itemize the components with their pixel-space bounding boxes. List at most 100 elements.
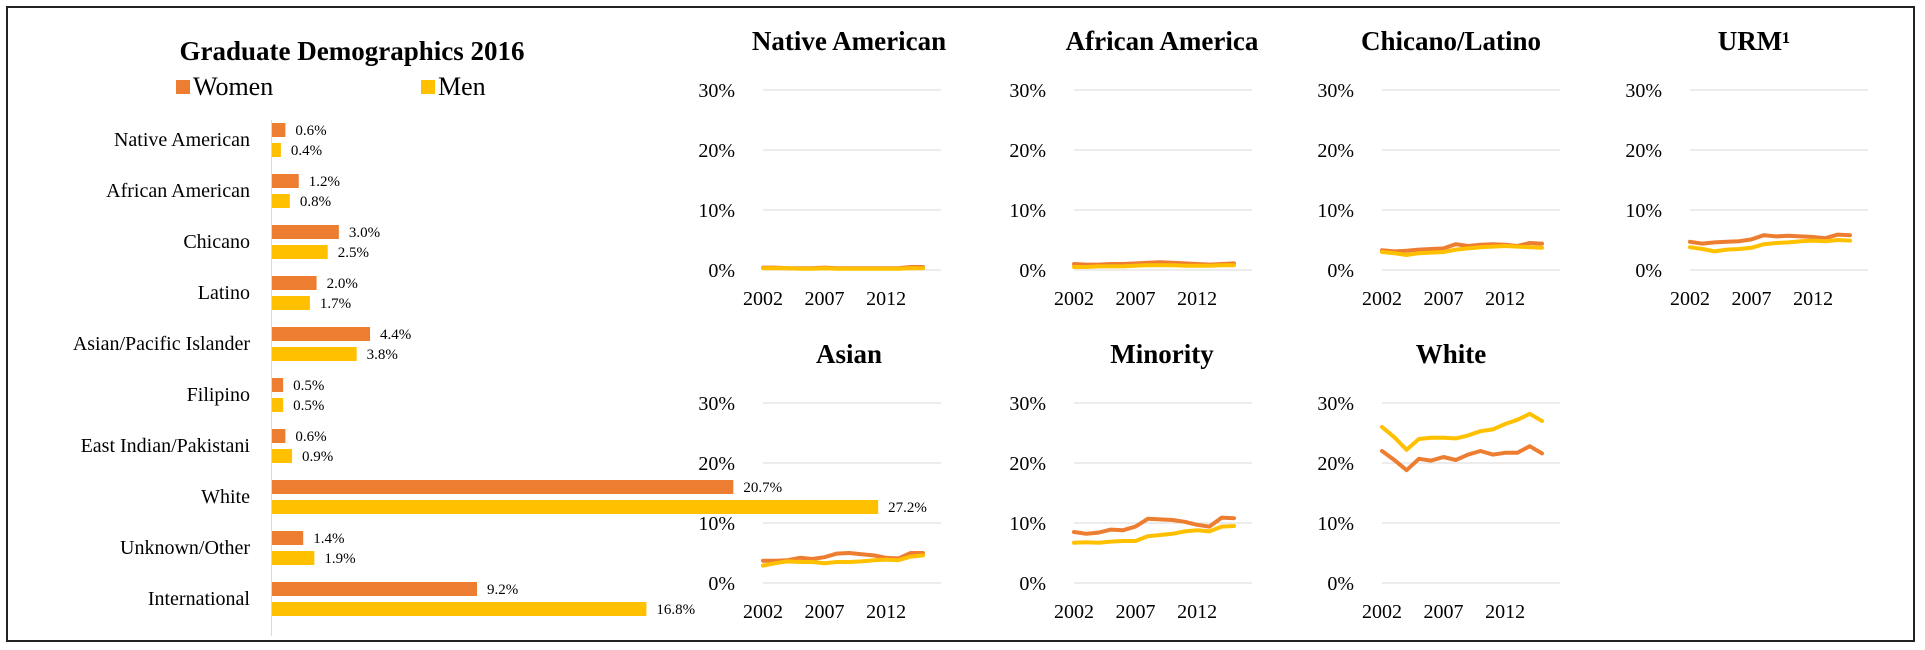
data-label: 2.5% [338,245,369,261]
y-tick-label: 0% [1327,260,1354,282]
y-tick-label: 20% [1625,140,1662,162]
y-tick-label: 0% [1019,573,1046,595]
y-tick-label: 10% [698,513,735,535]
x-tick-label: 2012 [1485,601,1525,623]
line-chart-native-american: Native American 0% 10% 20% 30% 2002 2007 2012 [698,26,946,310]
y-tick-label: 30% [698,393,735,415]
line-chart-chicano-latino: Chicano/Latino 0% 10% 20% 30% 2002 2007 2012 [1317,26,1560,310]
x-tick-label: 2012 [866,601,906,623]
legend-label-women: Women [193,72,273,101]
line-chart-urm-: URM¹ 0% 10% 20% 30% 2002 2007 2012 [1625,26,1868,310]
y-tick-label: 10% [1009,200,1046,222]
data-label: 1.4% [313,531,344,547]
y-tick-label: 20% [1009,453,1046,475]
series-line-men [1072,263,1236,269]
x-tick-label: 2012 [1177,601,1217,623]
y-tick-label: 10% [1317,200,1354,222]
data-label: 0.9% [302,449,333,465]
data-label: 27.2% [888,500,927,516]
series-line-men [761,553,925,568]
category-label: Native American [114,129,250,151]
data-label: 1.7% [320,296,351,312]
bar-women [272,123,286,137]
line-chart-title: Minority [1110,339,1214,369]
y-tick-label: 20% [698,140,735,162]
bar-men [272,347,357,361]
bar-women [272,480,734,494]
data-label: 3.0% [349,225,380,241]
data-label: 3.8% [367,347,398,363]
x-tick-label: 2007 [1116,601,1156,623]
category-label: Filipino [187,384,250,406]
category-label: African American [106,180,250,202]
data-label: 1.2% [309,174,340,190]
data-label: 1.9% [324,551,355,567]
bar-men [272,245,328,259]
bar-men [272,143,281,157]
series-line-men [1380,411,1544,452]
category-label: Chicano [183,231,250,253]
x-tick-label: 2007 [1116,288,1156,310]
bar-men [272,551,315,565]
x-tick-label: 2002 [1670,288,1710,310]
bar-women [272,327,371,341]
series-line-men [1380,244,1544,257]
x-tick-label: 2002 [1362,288,1402,310]
data-label: 0.4% [291,143,322,159]
y-tick-label: 10% [1317,513,1354,535]
x-tick-label: 2002 [743,288,783,310]
y-tick-label: 0% [1019,260,1046,282]
series-line-men [761,266,925,271]
category-label: Latino [198,282,250,304]
data-label: 4.4% [380,327,411,343]
y-tick-label: 10% [1625,200,1662,222]
x-tick-label: 2007 [805,601,845,623]
data-label: 2.0% [327,276,358,292]
y-tick-label: 30% [1625,80,1662,102]
line-chart-title: URM¹ [1718,26,1791,56]
y-tick-label: 30% [1009,80,1046,102]
data-label: 0.6% [295,123,326,139]
y-tick-label: 0% [708,260,735,282]
y-tick-label: 10% [1009,513,1046,535]
y-tick-label: 20% [698,453,735,475]
bar-women [272,276,317,290]
x-tick-label: 2007 [1424,601,1464,623]
line-chart-white: White 0% 10% 20% 30% 2002 2007 2012 [1317,339,1560,623]
series-line-men [1688,238,1852,254]
bar-chart: Graduate Demographics 2016 Women Men Native… [73,36,927,636]
category-label: Asian/Pacific Islander [73,333,250,355]
x-tick-label: 2002 [1054,601,1094,623]
series-line-women [1380,444,1544,473]
series-line-women [1072,515,1236,536]
legend-label-men: Men [438,72,486,101]
bar-women [272,225,339,239]
bar-women [272,429,286,443]
x-tick-label: 2012 [866,288,906,310]
bar-men [272,296,310,310]
line-chart-african-america: African America 0% 10% 20% 30% 2002 2007 2012 [1009,26,1259,310]
line-chart-title: Asian [816,339,882,369]
data-label: 16.8% [656,602,695,618]
series-line-men [1072,524,1236,545]
x-tick-label: 2007 [805,288,845,310]
data-label: 0.5% [293,398,324,414]
data-label: 20.7% [743,480,782,496]
y-tick-label: 30% [1317,80,1354,102]
bar-women [272,531,304,545]
legend-swatch-women [176,80,190,94]
bar-chart-title: Graduate Demographics 2016 [180,36,525,66]
y-tick-label: 20% [1317,140,1354,162]
bar-women [272,174,299,188]
x-tick-label: 2012 [1177,288,1217,310]
y-tick-label: 0% [1635,260,1662,282]
series-line-women [1688,232,1852,246]
data-label: 0.5% [293,378,324,394]
line-chart-title: White [1416,339,1487,369]
bar-women [272,582,478,596]
line-chart-title: African America [1066,26,1259,56]
legend-swatch-men [421,80,435,94]
data-label: 0.8% [300,194,331,210]
bar-men [272,449,293,463]
bar-men [272,194,290,208]
